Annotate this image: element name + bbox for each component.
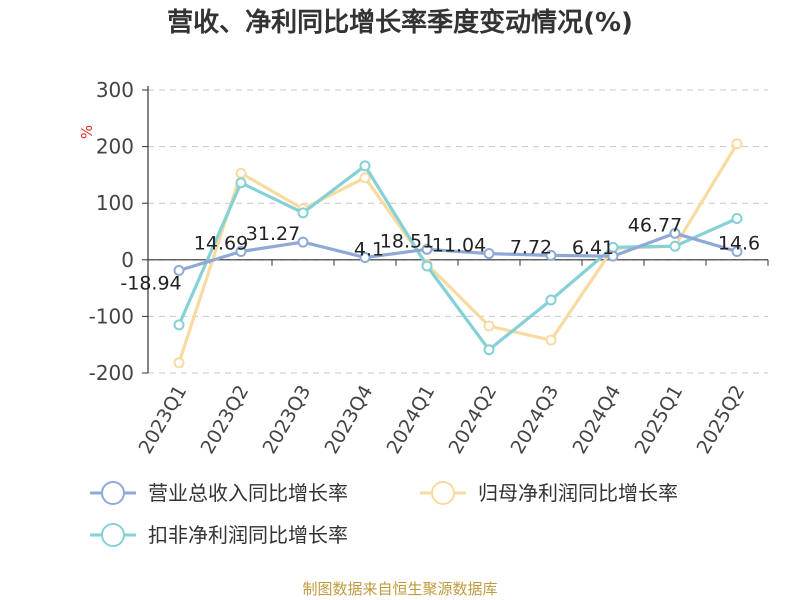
data-point <box>607 250 619 262</box>
data-point <box>545 249 557 261</box>
data-point <box>545 334 557 346</box>
data-point <box>483 344 495 356</box>
data-label: 4.1 <box>354 238 384 260</box>
legend-marker <box>101 523 125 547</box>
data-label: 18.51 <box>380 230 434 252</box>
data-label: 46.77 <box>628 214 682 236</box>
legend-label: 扣非净利润同比增长率 <box>148 523 348 547</box>
data-point <box>359 251 371 263</box>
data-label: 31.27 <box>246 223 300 245</box>
data-point <box>483 320 495 332</box>
x-tick-label: 2025Q1 <box>631 382 688 458</box>
x-tick-label: 2024Q4 <box>569 382 626 458</box>
data-point <box>359 172 371 184</box>
y-tick-label: -200 <box>89 361 134 385</box>
series-line <box>178 231 738 273</box>
data-label: 6.41 <box>572 237 614 259</box>
data-point <box>421 260 433 272</box>
data-point <box>731 246 743 258</box>
data-label: 14.69 <box>194 232 248 254</box>
data-point <box>731 212 743 224</box>
source-note: 制图数据来自恒生聚源数据库 <box>302 580 498 598</box>
data-label: -18.94 <box>120 273 181 295</box>
legend-marker <box>431 481 455 505</box>
y-axis-label: % <box>78 125 96 139</box>
data-point <box>669 227 681 239</box>
data-point <box>297 207 309 219</box>
data-point <box>173 357 185 369</box>
x-tick-label: 2024Q2 <box>445 382 502 458</box>
x-tick-label: 2025Q2 <box>693 382 750 458</box>
data-point <box>421 243 433 255</box>
x-tick-label: 2024Q1 <box>383 382 440 458</box>
y-tick-label: 100 <box>96 191 134 215</box>
series-line <box>177 164 738 352</box>
y-tick-label: 300 <box>96 78 134 102</box>
x-tick-label: 2024Q3 <box>507 382 564 458</box>
x-tick-label: 2023Q3 <box>259 382 316 458</box>
legend-label: 营业总收入同比增长率 <box>148 481 348 505</box>
data-point <box>235 177 247 189</box>
data-label: 14.6 <box>718 233 760 255</box>
x-tick-label: 2023Q4 <box>321 382 378 458</box>
data-point <box>173 319 185 331</box>
legend-marker <box>101 481 125 505</box>
y-tick-label: -100 <box>89 304 134 328</box>
x-tick-label: 2023Q2 <box>197 382 254 458</box>
data-point <box>545 294 557 306</box>
x-tick-label: 2023Q1 <box>135 382 192 458</box>
data-label: 7.72 <box>510 236 552 258</box>
data-point <box>359 160 371 172</box>
data-point <box>235 167 247 179</box>
y-tick-label: 200 <box>96 135 134 159</box>
y-tick-label: 0 <box>121 248 134 272</box>
data-point <box>173 265 185 277</box>
data-label: 11.04 <box>432 235 486 257</box>
data-point <box>483 248 495 260</box>
data-point <box>297 236 309 248</box>
data-point <box>235 245 247 257</box>
chart-title: 营收、净利同比增长率季度变动情况(%) <box>167 8 633 38</box>
data-point <box>669 240 681 252</box>
legend-label: 归母净利润同比增长率 <box>478 481 678 505</box>
data-point <box>731 138 743 150</box>
